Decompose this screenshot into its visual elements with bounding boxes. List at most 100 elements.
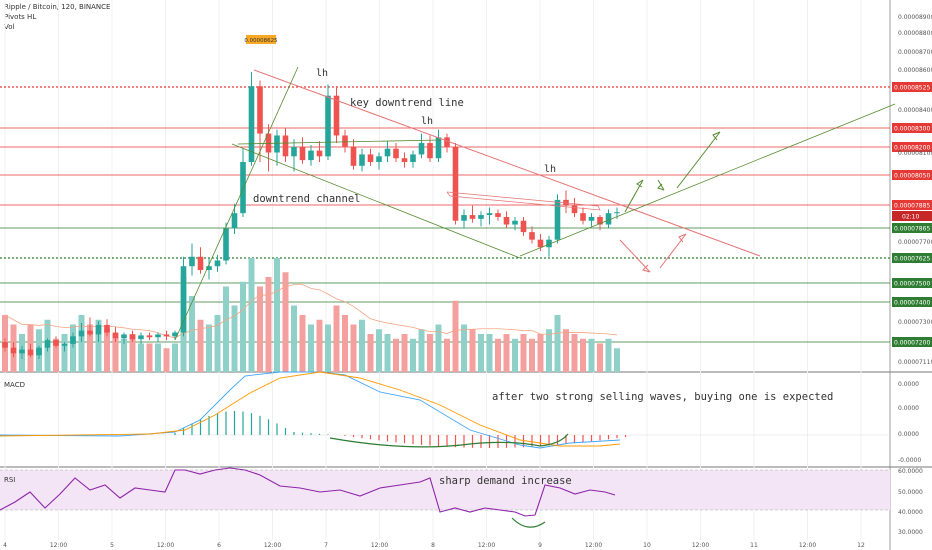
scenario-arrow-head-3 [642, 264, 651, 273]
candle-body-4 [36, 347, 42, 356]
candle-body-5 [44, 340, 51, 348]
candle-body-9 [78, 330, 85, 337]
candle-body-26 [223, 228, 229, 261]
volume-bar-17 [146, 343, 153, 372]
candle-body-54 [461, 215, 467, 221]
candle-body-13 [112, 332, 119, 339]
x-tick-label-0: 4 [3, 542, 7, 549]
candle-body-28 [240, 162, 246, 214]
volume-bar-66 [563, 329, 569, 372]
candle-body-60 [512, 220, 518, 225]
macd-pane [0, 371, 890, 449]
volume-bar-64 [546, 329, 552, 372]
volume-bars [2, 258, 620, 372]
volume-bar-28 [240, 281, 246, 372]
x-tick-label-7: 12:00 [371, 542, 388, 549]
x-tick-label-9: 12:00 [478, 542, 495, 549]
volume-bar-9 [78, 315, 85, 372]
volume-bar-33 [282, 272, 289, 372]
volume-bar-48 [410, 338, 416, 372]
price-level-value-3: 0.00008050 [894, 173, 930, 180]
volume-bar-46 [393, 338, 399, 372]
axes: 4 12:00 5 12:00 6 12:00 7 12:00 8 12:00 9 12:00 10 12… [3, 14, 932, 549]
volume-bar-36 [308, 324, 314, 372]
price-level-tag-2 [892, 142, 932, 152]
candle-body-0 [2, 342, 8, 348]
volume-bar-61 [520, 334, 527, 372]
price-level-tag-9 [892, 337, 932, 347]
candle-body-53 [452, 146, 459, 221]
volume-bar-16 [138, 343, 144, 372]
lh-label-1: lh [316, 68, 328, 79]
lh-label-3: lh [544, 164, 556, 175]
macd-tick-0: 0.0000 [898, 381, 919, 388]
price-tick-0: 0.00008900 [898, 14, 932, 21]
price-level-tag-0 [892, 82, 932, 92]
candle-body-21 [180, 266, 187, 333]
price-tick-7: 0.00007300 [898, 319, 932, 326]
rsi-annotation: sharp demand increase [439, 475, 572, 487]
price-tick-1: 0.00008800 [898, 30, 932, 37]
candle-body-41 [350, 146, 357, 166]
candle-body-8 [70, 336, 76, 344]
volume-bar-18 [155, 343, 161, 372]
candle-body-38 [325, 95, 331, 157]
key-downtrend-line [253, 69, 761, 257]
volume-bar-42 [359, 319, 365, 372]
candle-body-10 [87, 330, 93, 335]
candle-body-58 [495, 213, 501, 217]
candle-body-50 [427, 143, 433, 159]
x-tick-label-14: 11 [750, 542, 758, 549]
macd-pane-label: MACD [4, 381, 25, 389]
price-level-value-9: 0.00007200 [894, 340, 930, 347]
channel-upper-line [237, 139, 441, 145]
volume-bar-50 [427, 334, 433, 372]
volume-bar-62 [529, 338, 535, 372]
candle-body-59 [503, 216, 510, 225]
price-level-value-5: 0.00007865 [894, 226, 930, 233]
volume-bar-43 [367, 334, 374, 372]
lh-label-2: lh [421, 116, 433, 127]
candle-body-57 [486, 213, 493, 216]
scenario-arrow-head-2 [712, 131, 721, 141]
volume-bar-59 [503, 334, 510, 372]
candle-body-16 [138, 335, 144, 340]
volume-bar-37 [316, 319, 323, 372]
scenario-arrow-2 [676, 131, 721, 189]
x-tick-label-2: 5 [110, 542, 114, 549]
x-tick-label-3: 12:00 [157, 542, 174, 549]
candle-body-40 [342, 135, 348, 147]
candle-body-19 [163, 334, 170, 337]
volume-bar-23 [197, 319, 204, 372]
volume-bar-24 [206, 324, 212, 372]
price-level-tag-3 [892, 170, 932, 180]
countdown-value: 02:10 [902, 214, 919, 221]
rsi-hand-curve [511, 517, 546, 528]
price-level-tag-5 [892, 223, 932, 233]
scenario-arrow-head-1 [657, 183, 665, 191]
price-tick-2: 0.00008700 [898, 49, 932, 56]
volume-bar-12 [104, 329, 110, 372]
candle-body-72 [614, 212, 620, 214]
candle-body-29 [248, 86, 255, 162]
candle-body-42 [359, 154, 365, 166]
volume-bar-70 [597, 343, 603, 372]
volume-bar-49 [418, 329, 425, 372]
price-tick-8: 0.00007110 [898, 359, 932, 366]
key-downtrend-line-label: key downtrend line [350, 97, 464, 109]
candle-body-3 [27, 349, 34, 356]
x-tick-label-12: 10 [643, 542, 651, 549]
pivot-high-tag: 0.00008625 [244, 35, 278, 44]
x-tick-label-15: 12:00 [799, 542, 816, 549]
x-tick-label-16: 12 [857, 542, 865, 549]
volume-bar-52 [444, 338, 450, 372]
candle-body-47 [401, 158, 408, 162]
candle-body-6 [53, 340, 59, 346]
macd-hand-curve [329, 433, 569, 448]
rally-trend-line [174, 66, 299, 341]
candle-body-52 [444, 137, 450, 147]
indicator-vol-label: Vol [4, 23, 15, 31]
candle-body-55 [469, 215, 476, 219]
volume-bar-19 [163, 348, 170, 372]
